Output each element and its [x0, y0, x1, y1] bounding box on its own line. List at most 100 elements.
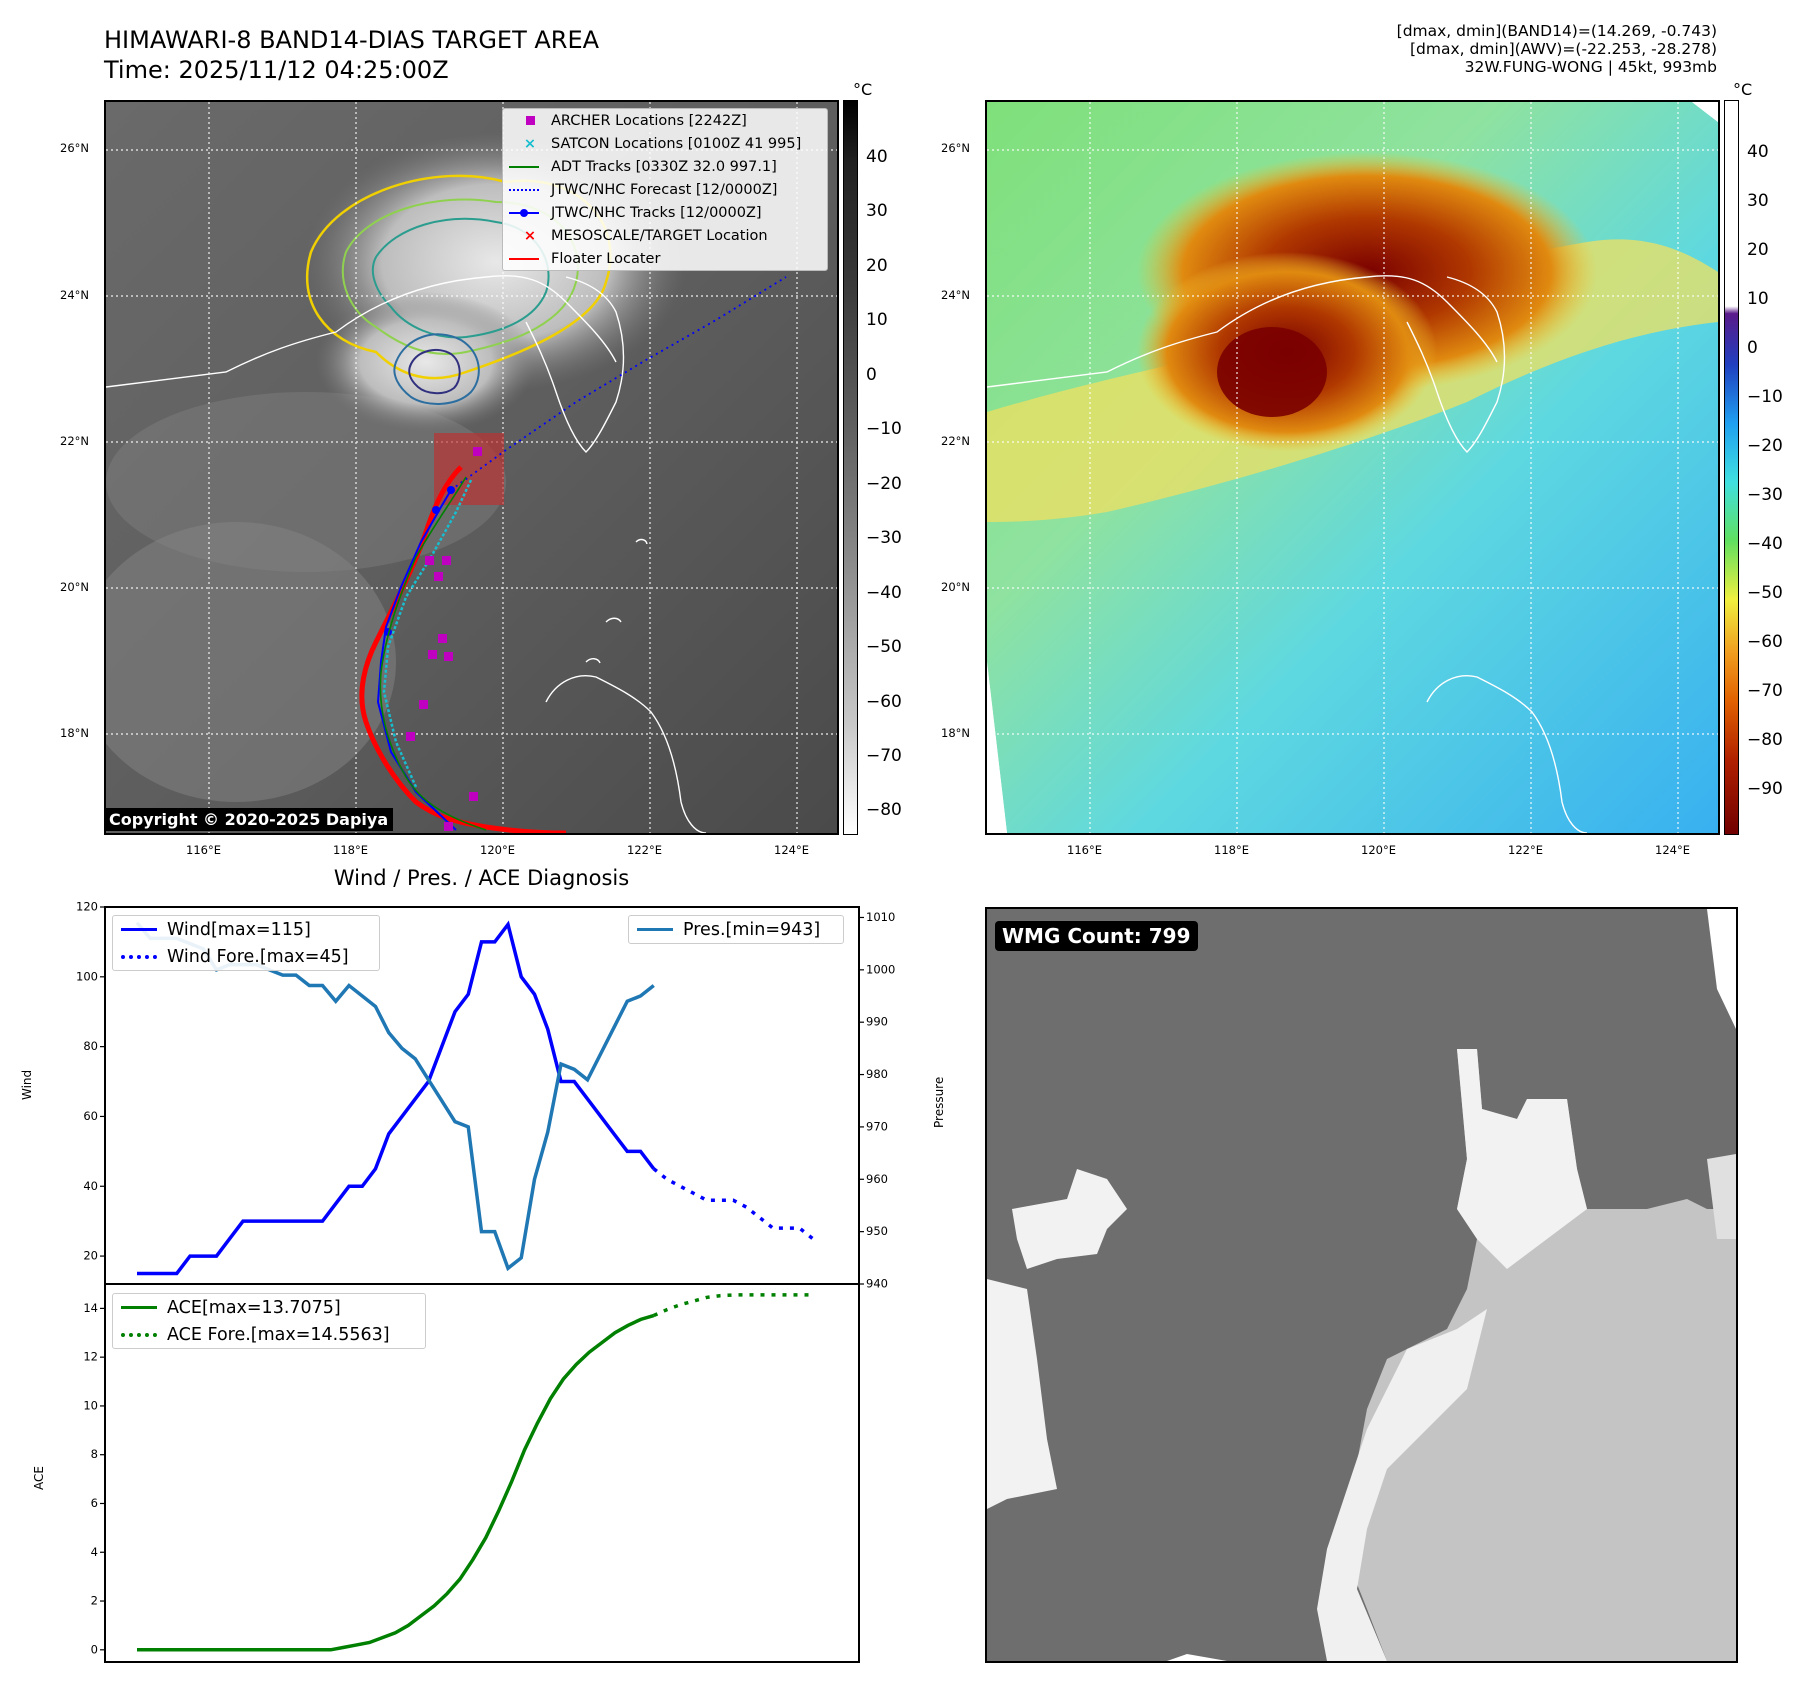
wind-tick: 20	[83, 1249, 98, 1263]
ir-lat-tick: 26°N	[60, 141, 89, 155]
ir-colorbar	[843, 100, 858, 835]
wv-cb-tick: −40	[1747, 534, 1783, 554]
x-icon: ×	[523, 227, 537, 244]
ir-lat-tick: 18°N	[60, 726, 89, 740]
wind-tick: 120	[76, 900, 98, 914]
wind-tick: 100	[76, 969, 98, 983]
ace-forecast-line	[653, 1293, 813, 1318]
pressure-tick: 960	[866, 1172, 888, 1186]
pressure-tick: 940	[866, 1277, 888, 1291]
wv-cb-tick: −50	[1747, 583, 1783, 603]
pressure-tick: 1010	[866, 910, 895, 924]
wv-map-panel	[985, 100, 1720, 835]
ir-cb-tick: −30	[866, 528, 902, 548]
ir-cb-tick: −50	[866, 637, 902, 657]
legend-item-ace-fore: ACE Fore.[max=14.5563]	[113, 1321, 425, 1348]
ace-tick: 14	[83, 1301, 98, 1315]
ir-cb-tick: −80	[866, 800, 902, 820]
wv-lat-tick: 24°N	[941, 288, 970, 302]
legend-item-satcon: × SATCON Locations [0100Z 41 995]	[503, 132, 827, 155]
line-icon	[509, 165, 539, 168]
ir-cb-tick: −20	[866, 474, 902, 494]
wind-forecast-line	[652, 1167, 814, 1240]
wind-legend: Wind[max=115] Wind Fore.[max=45]	[112, 915, 380, 971]
ir-lon-tick: 122°E	[627, 843, 662, 857]
line-icon	[637, 928, 673, 931]
wv-lat-tick: 18°N	[941, 726, 970, 740]
ace-tick: 12	[83, 1350, 98, 1364]
copyright-label: Copyright © 2020-2025 Dapiya	[104, 808, 394, 831]
info-block: [dmax, dmin](BAND14)=(14.269, -0.743) [d…	[1217, 22, 1717, 76]
dotted-line-icon	[121, 1332, 157, 1337]
legend-item-wind: Wind[max=115]	[113, 916, 379, 943]
ace-tick: 6	[91, 1496, 98, 1510]
panel-time: Time: 2025/11/12 04:25:00Z	[104, 56, 449, 84]
line-icon	[121, 1306, 157, 1309]
wv-cb-tick: 0	[1747, 338, 1758, 358]
ir-cb-tick: 30	[866, 201, 888, 221]
wv-cb-tick: −80	[1747, 730, 1783, 750]
ace-legend: ACE[max=13.7075] ACE Fore.[max=14.5563]	[112, 1293, 426, 1349]
wv-cb-tick: −20	[1747, 436, 1783, 456]
ir-cb-tick: −60	[866, 692, 902, 712]
legend-item-ace: ACE[max=13.7075]	[113, 1294, 425, 1321]
ir-cb-tick: −40	[866, 583, 902, 603]
wv-lat-tick: 22°N	[941, 434, 970, 448]
pressure-tick: 1000	[866, 962, 895, 976]
legend-item-forecast: JTWC/NHC Forecast [12/0000Z]	[503, 178, 827, 201]
ir-colorbar-unit: °C	[853, 80, 873, 99]
wv-cb-tick: 40	[1747, 142, 1769, 162]
wv-colorbar	[1724, 100, 1739, 835]
ir-cb-tick: −70	[866, 746, 902, 766]
ace-tick: 4	[91, 1545, 98, 1559]
legend-item-pres: Pres.[min=943]	[629, 916, 843, 943]
ir-lat-tick: 22°N	[60, 434, 89, 448]
wmg-count-badge: WMG Count: 799	[995, 921, 1198, 951]
pressure-ticks: 1010 1000 990 980 970 960 950 940	[859, 910, 895, 1291]
legend-item-floater: Floater Locater	[503, 247, 827, 270]
ir-lat-tick: 24°N	[60, 288, 89, 302]
wind-ticks: 120 100 80 60 40 20	[76, 900, 105, 1263]
wv-cb-tick: −90	[1747, 779, 1783, 799]
info-awv-range: [dmax, dmin](AWV)=(-22.253, -28.278)	[1410, 40, 1717, 58]
ir-cb-tick: 20	[866, 256, 888, 276]
wv-cb-tick: −10	[1747, 387, 1783, 407]
wv-cb-tick: 10	[1747, 289, 1769, 309]
pressure-legend: Pres.[min=943]	[628, 915, 844, 944]
wv-lon-tick: 124°E	[1655, 843, 1690, 857]
wv-lon-tick: 120°E	[1361, 843, 1396, 857]
wv-cb-tick: −60	[1747, 632, 1783, 652]
wmg-panel	[985, 907, 1738, 1663]
ir-lon-tick: 120°E	[480, 843, 515, 857]
legend-item-jtwc: JTWC/NHC Tracks [12/0000Z]	[503, 201, 827, 224]
wv-cb-tick: −30	[1747, 485, 1783, 505]
pressure-tick: 980	[866, 1067, 888, 1081]
ace-series-line	[137, 1313, 655, 1652]
info-storm: 32W.FUNG-WONG | 45kt, 993mb	[1464, 58, 1717, 76]
wind-tick: 80	[83, 1039, 98, 1053]
dotted-line-icon	[121, 954, 157, 959]
line-icon	[121, 928, 157, 931]
legend-item-archer: ARCHER Locations [2242Z]	[503, 109, 827, 132]
series-layer	[135, 920, 814, 1652]
wv-colorbar-unit: °C	[1733, 80, 1753, 99]
x-icon: ×	[523, 135, 537, 152]
ir-legend: ARCHER Locations [2242Z] × SATCON Locatio…	[502, 108, 828, 271]
ir-cb-tick: −10	[866, 419, 902, 439]
ace-ticks: 14 12 10 8 6 4 2 0	[83, 1301, 105, 1656]
legend-item-adt: ADT Tracks [0330Z 32.0 997.1]	[503, 155, 827, 178]
wv-lat-tick: 20°N	[941, 580, 970, 594]
line-icon	[509, 257, 539, 260]
pressure-tick: 950	[866, 1224, 888, 1238]
wv-cb-tick: −70	[1747, 681, 1783, 701]
square-icon	[525, 115, 535, 125]
wv-map-image	[987, 102, 1718, 833]
wv-cb-tick: 30	[1747, 191, 1769, 211]
ace-tick: 8	[91, 1447, 98, 1461]
wv-cb-tick: 20	[1747, 240, 1769, 260]
pressure-tick: 990	[866, 1015, 888, 1029]
wv-lon-tick: 116°E	[1067, 843, 1102, 857]
wmg-image	[987, 909, 1736, 1661]
legend-item-wind-fore: Wind Fore.[max=45]	[113, 943, 379, 970]
